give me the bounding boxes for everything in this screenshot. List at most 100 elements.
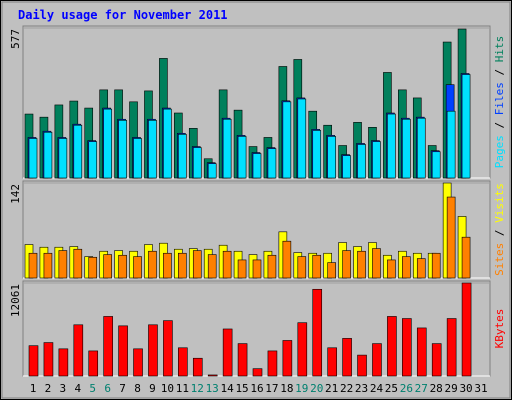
bar <box>222 118 232 179</box>
bar <box>237 343 248 377</box>
legend-entry: Files <box>493 82 506 115</box>
bar <box>178 347 188 377</box>
y-tick-label: 142 <box>9 184 22 204</box>
x-tick-label: 20 <box>310 382 323 395</box>
bar <box>342 338 352 377</box>
bar <box>372 141 381 179</box>
bar <box>73 324 84 377</box>
bar <box>357 250 366 279</box>
bar <box>402 318 412 377</box>
x-tick-label: 16 <box>250 382 263 395</box>
x-tick-label: 3 <box>60 382 67 395</box>
x-tick-label: 21 <box>325 382 338 395</box>
x-tick-label: 9 <box>149 382 156 395</box>
bar <box>207 254 217 279</box>
bar <box>28 138 38 179</box>
x-tick-label: 30 <box>459 382 472 395</box>
bar <box>222 328 233 377</box>
bar <box>88 141 98 179</box>
bar <box>118 325 128 377</box>
bar <box>461 282 472 377</box>
bar <box>372 248 381 279</box>
bar <box>461 74 471 179</box>
x-tick-label: 17 <box>265 382 278 395</box>
bar <box>431 151 441 179</box>
panel <box>22 280 491 377</box>
y-tick-label: 577 <box>9 29 22 49</box>
bar <box>178 252 187 279</box>
bar <box>267 148 277 179</box>
bar <box>327 136 336 179</box>
bar <box>237 136 247 179</box>
bar <box>103 316 113 377</box>
bar <box>387 259 396 279</box>
x-tick-label: 1 <box>30 382 37 395</box>
bar <box>207 374 218 377</box>
x-tick-label: 8 <box>134 382 141 395</box>
bar <box>446 318 457 377</box>
bar <box>357 354 367 377</box>
bar <box>88 350 99 377</box>
x-tick-label: 27 <box>415 382 428 395</box>
bar <box>133 138 142 179</box>
x-tick-label: 23 <box>355 382 368 395</box>
bar <box>327 262 336 279</box>
bar <box>252 259 262 279</box>
x-tick-label: 11 <box>176 382 189 395</box>
bar <box>118 254 127 279</box>
bar <box>297 98 307 179</box>
bar <box>192 147 202 179</box>
legend-separator: / <box>493 223 506 243</box>
chart-title: Daily usage for November 2011 <box>18 8 228 22</box>
bar <box>387 113 396 179</box>
x-tick-label: 29 <box>445 382 458 395</box>
legend-entry: Sites <box>493 243 506 276</box>
x-tick-label: 15 <box>235 382 248 395</box>
legend-entry: Visits <box>493 183 506 223</box>
bar <box>387 316 397 377</box>
bar <box>73 248 83 279</box>
bar <box>163 252 172 279</box>
x-tick-label: 14 <box>221 382 235 395</box>
bar <box>312 254 322 279</box>
bar <box>148 250 157 279</box>
bar <box>282 340 293 377</box>
x-tick-label: 5 <box>89 382 96 395</box>
legend-entry: Pages <box>493 135 506 168</box>
bar <box>148 324 158 377</box>
x-tick-label: 10 <box>161 382 174 395</box>
y-tick-label: 12061 <box>9 284 22 317</box>
bar <box>312 288 323 377</box>
bar <box>416 117 426 179</box>
bar <box>297 322 308 377</box>
bar <box>103 108 112 179</box>
bar <box>402 256 411 279</box>
bar <box>402 118 411 179</box>
bar <box>372 343 382 377</box>
bar <box>73 124 83 179</box>
bar <box>267 254 277 279</box>
bar <box>416 258 426 279</box>
x-tick-label: 28 <box>430 382 443 395</box>
bar <box>178 134 187 179</box>
bar <box>252 368 263 377</box>
bar <box>431 252 441 279</box>
legend: KBytes <box>493 309 506 349</box>
bar <box>357 144 366 179</box>
legend-separator: / <box>493 62 506 82</box>
x-tick-label: 7 <box>119 382 126 395</box>
x-tick-label: 6 <box>104 382 111 395</box>
bar <box>312 130 322 179</box>
bar <box>252 153 262 179</box>
bar <box>58 348 69 377</box>
bar <box>88 256 98 279</box>
bar <box>28 345 39 377</box>
bar <box>297 256 307 279</box>
legend-entry: Hits <box>493 36 506 63</box>
bar <box>103 254 112 279</box>
bar <box>43 131 53 179</box>
bar <box>58 138 68 179</box>
x-tick-label: 26 <box>400 382 413 395</box>
